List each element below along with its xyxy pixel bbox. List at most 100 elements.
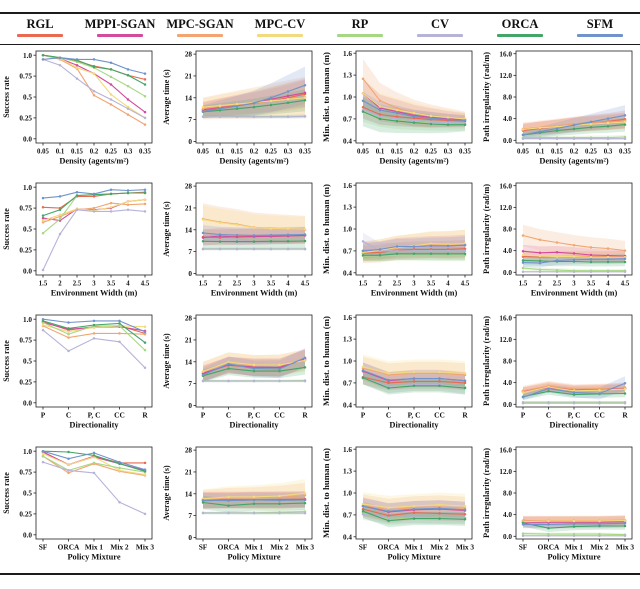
svg-text:1.5: 1.5: [199, 281, 208, 288]
legend-label-rp: RP: [351, 16, 369, 31]
svg-text:SF: SF: [359, 543, 368, 552]
svg-text:Directionality: Directionality: [69, 421, 119, 430]
svg-text:0.25: 0.25: [425, 149, 437, 156]
legend-item-rgl: RGL: [0, 14, 80, 37]
svg-text:3: 3: [412, 281, 416, 288]
svg-text:P, C: P, C: [408, 411, 421, 420]
svg-text:4.5: 4.5: [461, 281, 470, 288]
svg-text:0.05: 0.05: [37, 149, 49, 156]
svg-text:21: 21: [185, 469, 193, 477]
svg-text:SF: SF: [39, 543, 48, 552]
svg-text:3: 3: [572, 281, 576, 288]
legend-label-mpc-cv: MPC-CV: [254, 16, 306, 31]
svg-text:P: P: [201, 411, 206, 420]
svg-text:Mix 1: Mix 1: [85, 543, 104, 552]
svg-text:4: 4: [286, 281, 290, 288]
svg-text:1.0: 1.0: [343, 358, 352, 366]
svg-text:1.6: 1.6: [343, 50, 352, 58]
legend-label-rgl: RGL: [26, 16, 54, 31]
svg-text:Average time (s): Average time (s): [162, 333, 171, 389]
svg-text:28: 28: [185, 183, 193, 191]
svg-text:12.0: 12.0: [499, 204, 512, 212]
svg-text:Policy Mixture: Policy Mixture: [387, 553, 440, 562]
svg-text:3.5: 3.5: [267, 281, 276, 288]
svg-text:0.0: 0.0: [503, 533, 512, 541]
svg-text:Mix 3: Mix 3: [296, 543, 315, 552]
svg-text:0.5: 0.5: [23, 490, 32, 498]
svg-text:ORCA: ORCA: [538, 543, 560, 552]
svg-text:2: 2: [538, 281, 542, 288]
svg-text:P: P: [361, 411, 366, 420]
svg-text:0.7: 0.7: [343, 248, 352, 256]
svg-text:0.1: 0.1: [56, 149, 65, 156]
svg-text:Mix 1: Mix 1: [405, 543, 424, 552]
svg-text:CC: CC: [274, 411, 285, 420]
svg-text:1.3: 1.3: [343, 468, 352, 476]
legend-label-sfm: SFM: [586, 16, 614, 31]
svg-text:C: C: [546, 411, 551, 420]
svg-text:0.25: 0.25: [105, 149, 117, 156]
svg-text:0.1: 0.1: [376, 149, 385, 156]
legend-item-rp: RP: [320, 14, 400, 37]
subplot-directionality-success-rate: 0.0 0.25 0.5 0.75 1.0 P C P, C CC R Directionality…: [2, 314, 153, 430]
svg-text:0.4: 0.4: [343, 401, 352, 409]
svg-text:0.25: 0.25: [19, 115, 32, 123]
legend-item-mpc-sgan: MPC-SGAN: [160, 14, 240, 37]
svg-text:0.05: 0.05: [197, 149, 209, 156]
svg-text:1.0: 1.0: [23, 316, 32, 324]
svg-text:1.3: 1.3: [343, 204, 352, 212]
svg-text:0.75: 0.75: [19, 205, 32, 213]
legend-color-swatch-cv: [417, 33, 463, 37]
svg-text:0: 0: [188, 138, 192, 146]
subplot-environment-width-min-dist-to-human-m: 0.4 0.7 1.0 1.3 1.6 1.5 2 2.5 3 3.5 4 4.5Environmen…: [322, 182, 473, 298]
svg-text:0.15: 0.15: [231, 149, 243, 156]
svg-text:14: 14: [185, 226, 193, 234]
subplot-density-path-irregularity-rad-m: 0.0 4.0 8.0 12.0 16.0 0.05 0.1 0.15 0.2 0.25 0.3 0.…: [482, 50, 633, 166]
legend-item-orca: ORCA: [480, 14, 560, 37]
svg-text:1.0: 1.0: [343, 226, 352, 234]
svg-text:Density (agents/m²): Density (agents/m²): [59, 157, 128, 166]
legend-item-mppi-sgan: MPPI-SGAN: [80, 14, 160, 37]
svg-text:14: 14: [185, 94, 193, 102]
svg-text:16.0: 16.0: [499, 314, 512, 322]
svg-text:2: 2: [378, 281, 382, 288]
svg-text:ORCA: ORCA: [218, 543, 240, 552]
svg-text:4.5: 4.5: [301, 281, 310, 288]
legend-color-swatch-mpc-sgan: [177, 33, 223, 37]
svg-text:CC: CC: [434, 411, 445, 420]
subplot-policy-mixture-min-dist-to-human-m: 0.4 0.7 1.0 1.3 1.6 SF ORCA Mix 1 Mix 2 Mix 3 Poli…: [322, 446, 474, 562]
svg-text:8.0: 8.0: [503, 226, 512, 234]
svg-text:0.05: 0.05: [517, 149, 529, 156]
svg-text:R: R: [142, 411, 148, 420]
svg-text:P: P: [521, 411, 526, 420]
svg-text:1.5: 1.5: [519, 281, 528, 288]
svg-text:3: 3: [252, 281, 256, 288]
svg-text:Environment Width (m): Environment Width (m): [531, 289, 618, 298]
svg-text:Success rate: Success rate: [2, 208, 11, 250]
svg-text:Density (agents/m²): Density (agents/m²): [539, 157, 608, 166]
svg-text:0.25: 0.25: [19, 247, 32, 255]
svg-text:4: 4: [126, 281, 130, 288]
svg-text:Mix 1: Mix 1: [245, 543, 264, 552]
svg-text:4.0: 4.0: [503, 511, 512, 519]
svg-text:0.0: 0.0: [503, 137, 512, 145]
svg-text:4.0: 4.0: [503, 115, 512, 123]
subplot-policy-mixture-success-rate: 0.0 0.25 0.5 0.75 1.0 SF ORCA Mix 1 Mix 2 Mix 3 Po…: [2, 446, 154, 562]
svg-text:1.6: 1.6: [343, 314, 352, 322]
svg-text:Mix 2: Mix 2: [110, 543, 129, 552]
svg-text:Path irregularity (rad/m): Path irregularity (rad/m): [482, 448, 491, 538]
svg-text:C: C: [66, 411, 71, 420]
svg-text:0.3: 0.3: [124, 149, 133, 156]
svg-text:0.3: 0.3: [604, 149, 613, 156]
svg-text:Mix 2: Mix 2: [430, 543, 449, 552]
svg-text:0.75: 0.75: [19, 73, 32, 81]
legend-color-swatch-orca: [497, 33, 543, 37]
svg-text:Density (agents/m²): Density (agents/m²): [379, 157, 448, 166]
svg-text:4.5: 4.5: [621, 281, 630, 288]
svg-text:Min. dist. to human (m): Min. dist. to human (m): [322, 448, 331, 538]
bottom-rule: [0, 573, 640, 575]
legend-divider-rule: [0, 43, 640, 45]
svg-text:8.0: 8.0: [503, 490, 512, 498]
svg-text:1.0: 1.0: [343, 490, 352, 498]
svg-text:C: C: [226, 411, 231, 420]
